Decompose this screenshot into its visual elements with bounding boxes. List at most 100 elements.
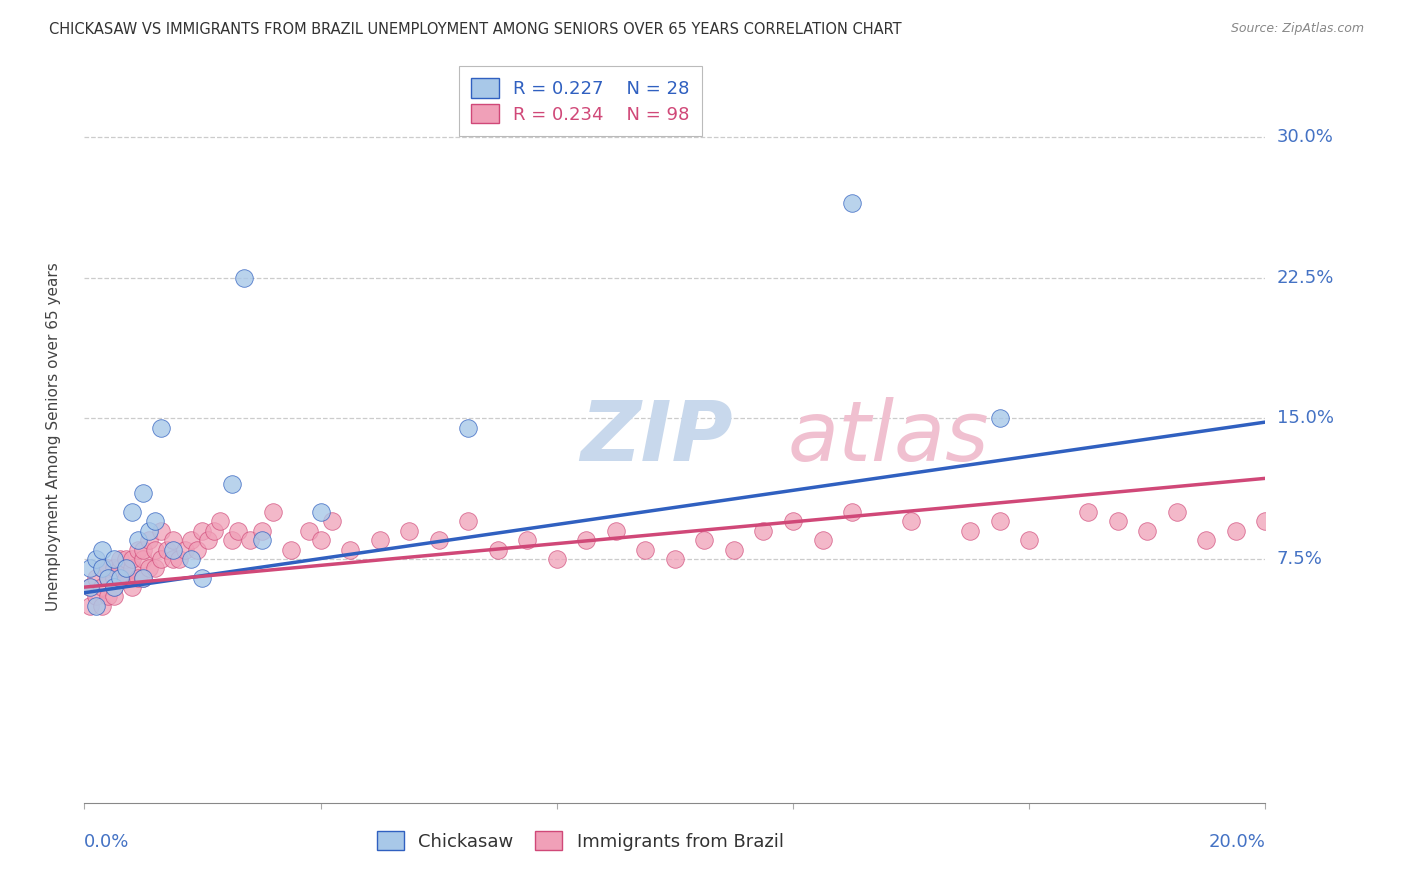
- Point: [1372, 533, 1395, 548]
- Point: [298, 524, 321, 538]
- Point: [180, 552, 202, 566]
- Point: [108, 571, 131, 585]
- Text: 22.5%: 22.5%: [1277, 268, 1334, 286]
- Point: [1195, 533, 1218, 548]
- Text: 7.5%: 7.5%: [1277, 550, 1323, 568]
- Point: [138, 561, 160, 575]
- Text: Source: ZipAtlas.com: Source: ZipAtlas.com: [1230, 22, 1364, 36]
- Point: [1107, 515, 1129, 529]
- Text: ZIP: ZIP: [581, 397, 733, 477]
- Point: [103, 580, 125, 594]
- Point: [197, 533, 219, 548]
- Point: [162, 542, 184, 557]
- Point: [1225, 524, 1247, 538]
- Point: [309, 533, 332, 548]
- Text: 15.0%: 15.0%: [1277, 409, 1333, 427]
- Legend: Chickasaw, Immigrants from Brazil: Chickasaw, Immigrants from Brazil: [368, 822, 793, 860]
- Point: [114, 552, 136, 566]
- Point: [191, 524, 214, 538]
- Point: [150, 524, 173, 538]
- Text: 30.0%: 30.0%: [1277, 128, 1333, 146]
- Point: [132, 542, 155, 557]
- Point: [841, 505, 863, 519]
- Point: [262, 505, 284, 519]
- Text: 20.0%: 20.0%: [1209, 833, 1265, 851]
- Point: [575, 533, 598, 548]
- Point: [605, 524, 627, 538]
- Point: [841, 195, 863, 210]
- Point: [103, 561, 125, 575]
- Point: [79, 580, 101, 594]
- Point: [121, 580, 143, 594]
- Point: [97, 561, 120, 575]
- Point: [79, 561, 101, 575]
- Point: [723, 542, 745, 557]
- Point: [209, 515, 232, 529]
- Point: [191, 571, 214, 585]
- Point: [1313, 505, 1336, 519]
- Point: [97, 590, 120, 604]
- Point: [108, 552, 131, 566]
- Point: [114, 561, 136, 575]
- Text: atlas: atlas: [787, 397, 988, 477]
- Point: [162, 533, 184, 548]
- Point: [143, 542, 166, 557]
- Point: [1166, 505, 1188, 519]
- Point: [339, 542, 361, 557]
- Point: [132, 486, 155, 500]
- Point: [546, 552, 568, 566]
- Point: [752, 524, 775, 538]
- Point: [132, 571, 155, 585]
- Y-axis label: Unemployment Among Seniors over 65 years: Unemployment Among Seniors over 65 years: [46, 263, 60, 611]
- Point: [79, 580, 101, 594]
- Point: [226, 524, 249, 538]
- Point: [91, 561, 114, 575]
- Point: [138, 533, 160, 548]
- Point: [121, 505, 143, 519]
- Point: [132, 552, 155, 566]
- Point: [368, 533, 391, 548]
- Point: [664, 552, 686, 566]
- Point: [132, 571, 155, 585]
- Point: [309, 505, 332, 519]
- Point: [150, 420, 173, 434]
- Point: [91, 542, 114, 557]
- Point: [103, 590, 125, 604]
- Text: CHICKASAW VS IMMIGRANTS FROM BRAZIL UNEMPLOYMENT AMONG SENIORS OVER 65 YEARS COR: CHICKASAW VS IMMIGRANTS FROM BRAZIL UNEM…: [49, 22, 901, 37]
- Point: [959, 524, 981, 538]
- Point: [103, 580, 125, 594]
- Point: [91, 580, 114, 594]
- Point: [91, 561, 114, 575]
- Point: [221, 533, 243, 548]
- Point: [398, 524, 420, 538]
- Point: [232, 270, 254, 285]
- Point: [321, 515, 343, 529]
- Point: [127, 533, 149, 548]
- Point: [121, 561, 143, 575]
- Point: [988, 411, 1011, 425]
- Point: [811, 533, 834, 548]
- Point: [250, 524, 273, 538]
- Point: [186, 542, 208, 557]
- Point: [108, 571, 131, 585]
- Point: [221, 477, 243, 491]
- Point: [900, 515, 922, 529]
- Point: [97, 571, 120, 585]
- Point: [138, 524, 160, 538]
- Point: [84, 599, 107, 613]
- Point: [79, 599, 101, 613]
- Point: [202, 524, 225, 538]
- Point: [1254, 515, 1277, 529]
- Point: [634, 542, 657, 557]
- Point: [162, 552, 184, 566]
- Point: [121, 552, 143, 566]
- Point: [108, 561, 131, 575]
- Point: [103, 552, 125, 566]
- Point: [127, 542, 149, 557]
- Point: [988, 515, 1011, 529]
- Point: [143, 515, 166, 529]
- Point: [457, 420, 479, 434]
- Point: [156, 542, 179, 557]
- Point: [693, 533, 716, 548]
- Point: [250, 533, 273, 548]
